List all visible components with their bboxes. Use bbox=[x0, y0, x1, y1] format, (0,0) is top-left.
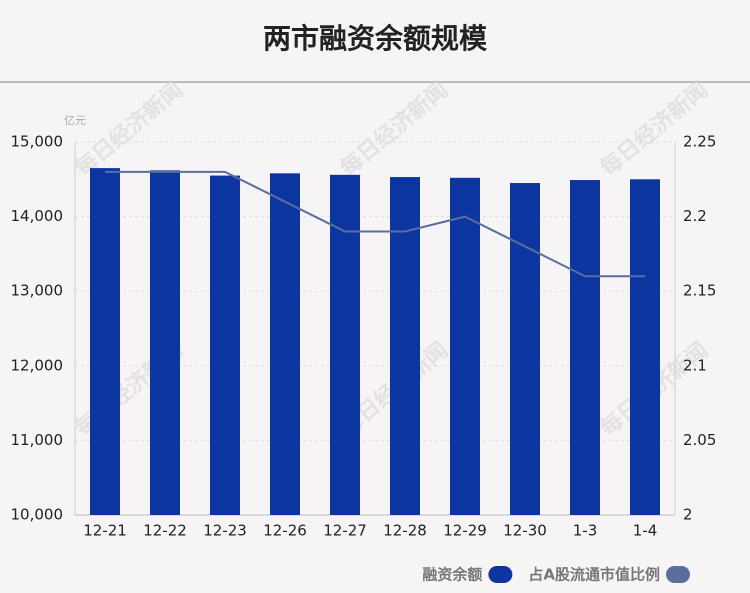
bar bbox=[150, 170, 180, 515]
legend-label: 融资余额 bbox=[422, 566, 482, 584]
y-tick-label: 12,000 bbox=[11, 356, 64, 374]
x-tick-label: 12-22 bbox=[143, 522, 187, 540]
x-tick-label: 12-26 bbox=[263, 522, 307, 540]
y2-tick-label: 2.1 bbox=[683, 356, 707, 374]
x-tick-label: 12-23 bbox=[203, 522, 247, 540]
bar bbox=[390, 177, 420, 515]
y-tick-label: 14,000 bbox=[11, 207, 64, 225]
legend-swatch bbox=[488, 566, 513, 583]
bar bbox=[630, 179, 660, 516]
chart-title: 两市融资余额规模 bbox=[263, 22, 488, 55]
y2-tick-label: 2.2 bbox=[683, 207, 707, 225]
legend-swatch bbox=[666, 566, 690, 583]
legend-label: 占A股流通市值比例 bbox=[528, 566, 660, 584]
x-tick-label: 1-4 bbox=[633, 522, 658, 540]
bar bbox=[90, 168, 120, 516]
y-tick-label: 11,000 bbox=[11, 431, 64, 449]
x-tick-label: 12-27 bbox=[323, 522, 367, 540]
x-tick-label: 12-28 bbox=[383, 522, 427, 540]
x-tick-label: 12-30 bbox=[503, 522, 547, 540]
y-tick-label: 15,000 bbox=[11, 133, 64, 151]
line bbox=[105, 170, 645, 278]
y-tick-label: 10,000 bbox=[11, 506, 64, 524]
x-tick-label: 12-21 bbox=[83, 522, 127, 540]
y2-tick-label: 2.25 bbox=[683, 133, 716, 151]
x-tick-label: 12-29 bbox=[443, 522, 487, 540]
bar bbox=[210, 175, 240, 515]
x-tick-label: 1-3 bbox=[573, 522, 598, 540]
bar bbox=[270, 173, 300, 515]
bar bbox=[510, 183, 540, 515]
bar bbox=[450, 177, 480, 516]
y-unit: 亿元 bbox=[64, 114, 86, 127]
y2-tick-label: 2 bbox=[683, 506, 693, 524]
y2-tick-label: 2.05 bbox=[683, 431, 716, 449]
y-tick-label: 13,000 bbox=[11, 282, 64, 300]
bar bbox=[570, 180, 600, 515]
y2-tick-label: 2.15 bbox=[683, 282, 716, 300]
